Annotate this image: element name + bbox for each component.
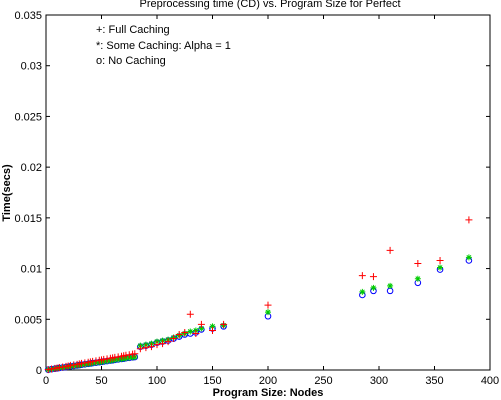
data-point-plus xyxy=(70,361,78,369)
data-point-plus xyxy=(159,340,167,348)
data-point-plus xyxy=(78,359,86,367)
y-axis: 0 0.005 0.01 0.015 0.02 0.025 0.03 0.035 xyxy=(14,10,490,377)
data-point-plus xyxy=(170,335,178,343)
legend-entry-no-caching: o: No Caching xyxy=(96,55,166,67)
data-point-plus xyxy=(125,351,133,359)
data-point-star xyxy=(359,288,366,295)
x-tick-label: 100 xyxy=(148,375,166,387)
data-point-plus xyxy=(414,260,422,267)
data-point-plus xyxy=(147,343,155,351)
data-point-plus xyxy=(164,338,172,346)
x-tick-label: 300 xyxy=(370,375,388,387)
series-1 xyxy=(45,254,472,373)
y-tick-label: 0.01 xyxy=(21,264,42,276)
data-point-plus xyxy=(209,326,216,334)
plot-area-border xyxy=(45,14,491,371)
x-tick-label: 150 xyxy=(203,375,221,387)
y-tick-label: 0.03 xyxy=(21,61,42,73)
data-point-star xyxy=(265,309,271,316)
x-tick-label: 350 xyxy=(425,375,443,387)
plot-frame xyxy=(45,14,491,371)
data-point-plus xyxy=(136,345,144,353)
data-point-plus xyxy=(358,272,366,280)
x-axis: 0 50 100 150 200 250 300 350 400 xyxy=(43,15,499,387)
x-tick-label: 0 xyxy=(43,375,49,387)
data-point-plus xyxy=(103,355,111,363)
x-tick-label: 400 xyxy=(481,375,499,387)
series-2 xyxy=(44,257,473,373)
data-point-circle xyxy=(386,287,394,295)
data-point-star xyxy=(370,284,377,291)
data-point-plus xyxy=(44,366,52,374)
data-point-plus xyxy=(192,329,200,337)
data-point-plus xyxy=(186,310,194,318)
data-point-plus xyxy=(122,351,130,359)
data-point-plus xyxy=(48,365,56,373)
data-point-plus xyxy=(220,320,228,328)
data-point-plus xyxy=(369,273,377,281)
data-point-plus xyxy=(114,353,122,361)
data-point-plus xyxy=(100,355,108,363)
x-axis-title: Program Size: Nodes xyxy=(213,387,324,399)
x-tick-label: 50 xyxy=(95,375,107,387)
data-point-star xyxy=(437,264,444,271)
data-point-plus xyxy=(175,331,183,338)
series-0 xyxy=(44,216,473,374)
y-axis-title: Time(secs) xyxy=(1,164,13,222)
y-tick-label: 0.015 xyxy=(14,213,42,225)
y-tick-label: 0.025 xyxy=(14,111,42,123)
legend-entry-some-caching: *: Some Caching: Alpha = 1 xyxy=(96,40,231,52)
data-point-star xyxy=(465,254,472,261)
x-tick-label: 250 xyxy=(314,375,332,387)
data-point-plus xyxy=(59,363,67,371)
data-point-plus xyxy=(386,246,394,254)
data-point-star xyxy=(209,323,216,330)
data-point-star xyxy=(187,328,194,335)
data-point-plus xyxy=(436,256,444,264)
data-point-plus xyxy=(181,328,189,336)
y-tick-label: 0.005 xyxy=(14,314,42,326)
y-tick-label: 0 xyxy=(36,365,42,377)
data-point-plus xyxy=(89,357,97,365)
x-tick-label: 200 xyxy=(259,375,277,387)
data-point-plus xyxy=(153,341,161,349)
data-point-plus xyxy=(465,216,473,224)
data-point-plus xyxy=(131,350,139,358)
data-point-star xyxy=(198,325,205,332)
data-point-plus xyxy=(66,361,74,369)
legend: +: Full Caching *: Some Caching: Alpha =… xyxy=(96,24,231,67)
series-layer xyxy=(44,216,473,374)
data-point-plus xyxy=(81,359,89,367)
data-point-plus xyxy=(111,353,119,361)
data-point-plus xyxy=(92,357,100,365)
data-point-star xyxy=(414,275,421,282)
y-tick-label: 0.02 xyxy=(21,162,42,174)
data-point-plus xyxy=(142,344,150,352)
y-tick-label: 0.035 xyxy=(14,10,42,22)
data-point-plus xyxy=(55,363,63,371)
legend-entry-full-caching: +: Full Caching xyxy=(96,24,170,36)
data-point-star xyxy=(387,282,394,289)
chart-title: Preprocessing time (CD) vs. Program Size… xyxy=(139,0,400,10)
data-point-plus xyxy=(197,320,205,328)
data-point-plus xyxy=(264,301,272,309)
